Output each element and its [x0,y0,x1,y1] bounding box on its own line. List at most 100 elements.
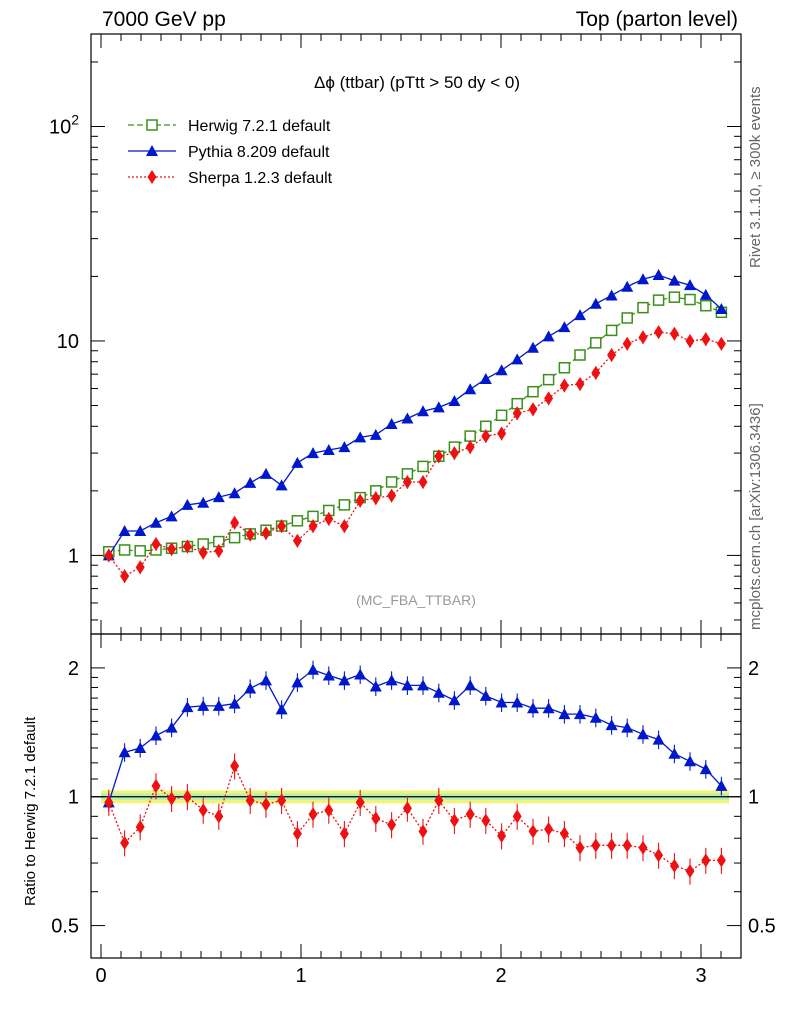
pythia-point [134,524,147,536]
sherpa-point [528,402,538,417]
legend-label-sherpa: Sherpa 1.2.3 default [188,170,333,187]
sherpa-ratio-point [465,807,475,822]
pythia-point [369,428,382,440]
pythia-point [621,280,634,292]
herwig-point [684,293,696,306]
sherpa-point [622,336,632,351]
herwig-point [700,299,712,312]
collision-energy-label: 7000 GeV pp [102,8,226,31]
ratio-y-tick-label: 0.5 [51,916,79,938]
herwig-point [228,531,241,544]
sherpa-point [434,449,444,464]
sherpa-point [261,526,271,541]
chart-title: Δϕ (ttbar) (pTtt > 50 dy < 0) [314,73,520,92]
pythia-point [212,491,225,503]
pythia-point [275,479,288,491]
sherpa-ratio-point [292,826,302,841]
sherpa-point [339,519,349,534]
sherpa-ratio-point [245,793,255,808]
pythia-ratio-point [212,699,225,711]
herwig-point [338,499,351,511]
pythia-ratio-point [448,694,461,706]
pythia-ratio-point [574,708,586,720]
sherpa-point [245,527,255,542]
pythia-ratio-point [165,721,178,733]
sherpa-point [120,569,130,584]
pythia-point [260,467,272,479]
pythia-point [527,341,539,353]
herwig-point [118,544,131,556]
pythia-point [385,417,398,429]
herwig-point [637,301,649,314]
sherpa-ratio-point [198,803,208,818]
sherpa-ratio-point [528,824,538,839]
legend-label-herwig: Herwig 7.2.1 default [188,118,331,135]
sherpa-ratio-point [685,864,695,879]
sherpa-ratio-point [622,838,632,853]
pythia-point [684,279,696,291]
herwig-point [417,460,429,473]
sherpa-ratio-point [434,793,444,808]
sherpa-ratio-point [418,824,428,839]
pythia-point [150,516,162,528]
legend-marker-pythia [146,145,158,156]
pythia-ratio-point [589,711,602,723]
pythia-point [432,401,445,413]
y-tick-label: 10 [57,331,79,353]
pythia-point [699,288,712,300]
analysis-watermark: (MC_FBA_TTBAR) [356,592,476,608]
sherpa-point [230,515,240,530]
pythia-ratio-point [558,708,571,720]
ratio-y-tick-label: 1 [68,787,79,809]
sherpa-point [685,333,695,348]
sherpa-point [167,542,177,557]
sherpa-ratio-point [497,828,507,843]
pythia-ratio-point [338,674,351,686]
sherpa-ratio-point [324,803,334,818]
herwig-point [590,337,602,349]
pythia-point [307,447,319,459]
pythia-ratio-point [244,682,257,694]
sherpa-point [151,537,161,552]
sherpa-ratio-point [669,858,679,873]
sherpa-ratio-point [308,807,318,822]
pythia-point [574,309,586,321]
sherpa-ratio-point [230,758,240,773]
sherpa-point [355,493,365,508]
pythia-ratio-point [275,703,288,715]
legend-label-pythia: Pythia 8.209 default [188,144,330,161]
sherpa-point [716,336,726,351]
sherpa-ratio-point [104,795,114,810]
sherpa-point [135,560,145,575]
sherpa-ratio-point [575,840,585,855]
sherpa-ratio-point [607,838,617,853]
sherpa-point [638,330,648,345]
ratio-y-tick-label-right: 0.5 [748,916,776,938]
sherpa-ratio-point [371,811,381,826]
ratio-y-tick-label-right: 1 [748,787,759,809]
sherpa-point [544,391,554,406]
pythia-ratio-point [354,668,367,680]
herwig-point [558,361,571,374]
sherpa-ratio-point [167,791,177,806]
pythia-ratio-point [322,669,335,681]
y-tick-label: 102 [49,112,79,139]
pythia-point [479,372,492,384]
sherpa-point [104,548,114,563]
sherpa-ratio-point [591,838,601,853]
herwig-point [134,545,146,557]
herwig-point [495,409,508,422]
pythia-ratio-point [417,679,429,691]
y-tick-label: 1 [68,545,79,567]
sherpa-ratio-point [544,822,554,837]
sherpa-ratio-point [261,797,271,812]
sherpa-point [308,519,318,534]
pythia-point [448,394,461,406]
pythia-ratio-point [668,747,681,759]
sherpa-ratio-line [108,764,722,872]
sherpa-point [654,325,664,340]
legend-marker-herwig [146,119,158,131]
herwig-point [574,349,586,361]
sherpa-ratio-point [120,835,130,850]
pythia-ratio-point [134,741,147,753]
